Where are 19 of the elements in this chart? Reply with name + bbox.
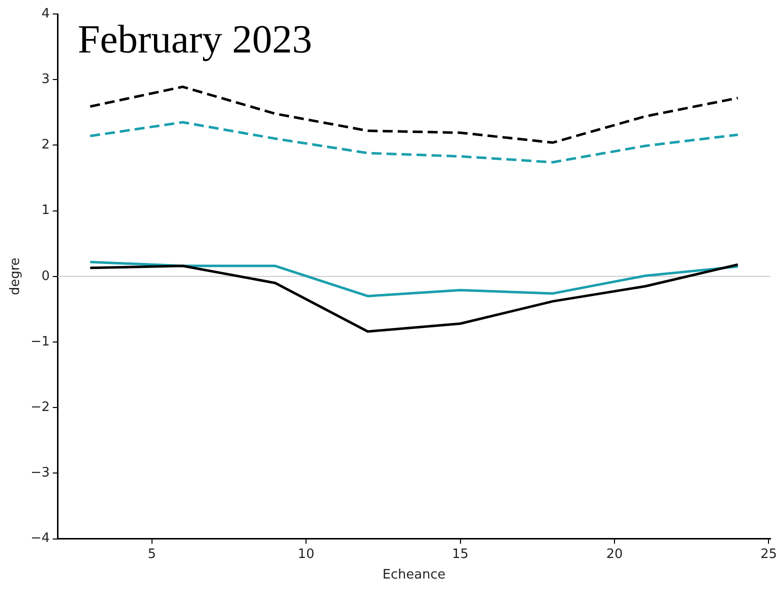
y-tick-label: 1: [41, 203, 50, 218]
x-axis-title: Echeance: [382, 568, 446, 583]
line-series: [88, 86, 740, 144]
y-axis-title: degre: [8, 258, 24, 296]
y-tick-label: −3: [30, 466, 50, 481]
y-tick-label: −2: [30, 400, 50, 415]
x-tick-label: 10: [298, 546, 314, 562]
y-tick-label: −4: [30, 531, 50, 546]
y-tick-label: 4: [41, 6, 50, 22]
y-tick-label: −1: [30, 334, 50, 350]
line-series: [88, 120, 740, 164]
x-tick-label: 5: [148, 546, 156, 562]
x-tick-label: 25: [760, 546, 777, 562]
x-tick-label: 15: [452, 546, 469, 562]
annotation: February 2023: [78, 16, 312, 62]
y-tick-label: 3: [41, 72, 50, 87]
y-tick-label: 0: [41, 268, 50, 284]
x-tick-label: 20: [606, 546, 623, 562]
y-tick-label: 2: [41, 138, 50, 153]
